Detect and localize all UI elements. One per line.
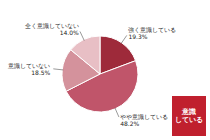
slice-label: やや意識している [120, 113, 168, 120]
value-label: 18.5% [31, 69, 50, 76]
value-label: 19.3% [128, 33, 147, 40]
annotation-line: している [175, 116, 203, 124]
chart: 強く意識している19.3% やや意識している48.2% 意識していない18.5% 全く… [0, 0, 210, 140]
pie: 強く意識している19.3% やや意識している48.2% 意識していない18.5% 全く… [7, 22, 176, 127]
pie-slice [71, 36, 100, 74]
data-label: やや意識している48.2% [120, 113, 168, 127]
leader-line [115, 108, 119, 117]
annotation-text: 意識している [175, 107, 203, 125]
leader-line [80, 31, 84, 40]
value-label: 14.0% [60, 29, 79, 36]
leader-line [121, 35, 127, 43]
data-label: 強く意識している19.3% [128, 26, 176, 40]
leader-line [53, 69, 63, 70]
annotation: 意識している [172, 96, 206, 136]
value-label: 48.2% [120, 120, 139, 127]
annotation-line: 意識 [181, 107, 196, 116]
data-label: 意識していない18.5% [7, 62, 50, 76]
annotation-box [172, 96, 206, 136]
data-label: 全く意識していない14.0% [25, 22, 79, 36]
